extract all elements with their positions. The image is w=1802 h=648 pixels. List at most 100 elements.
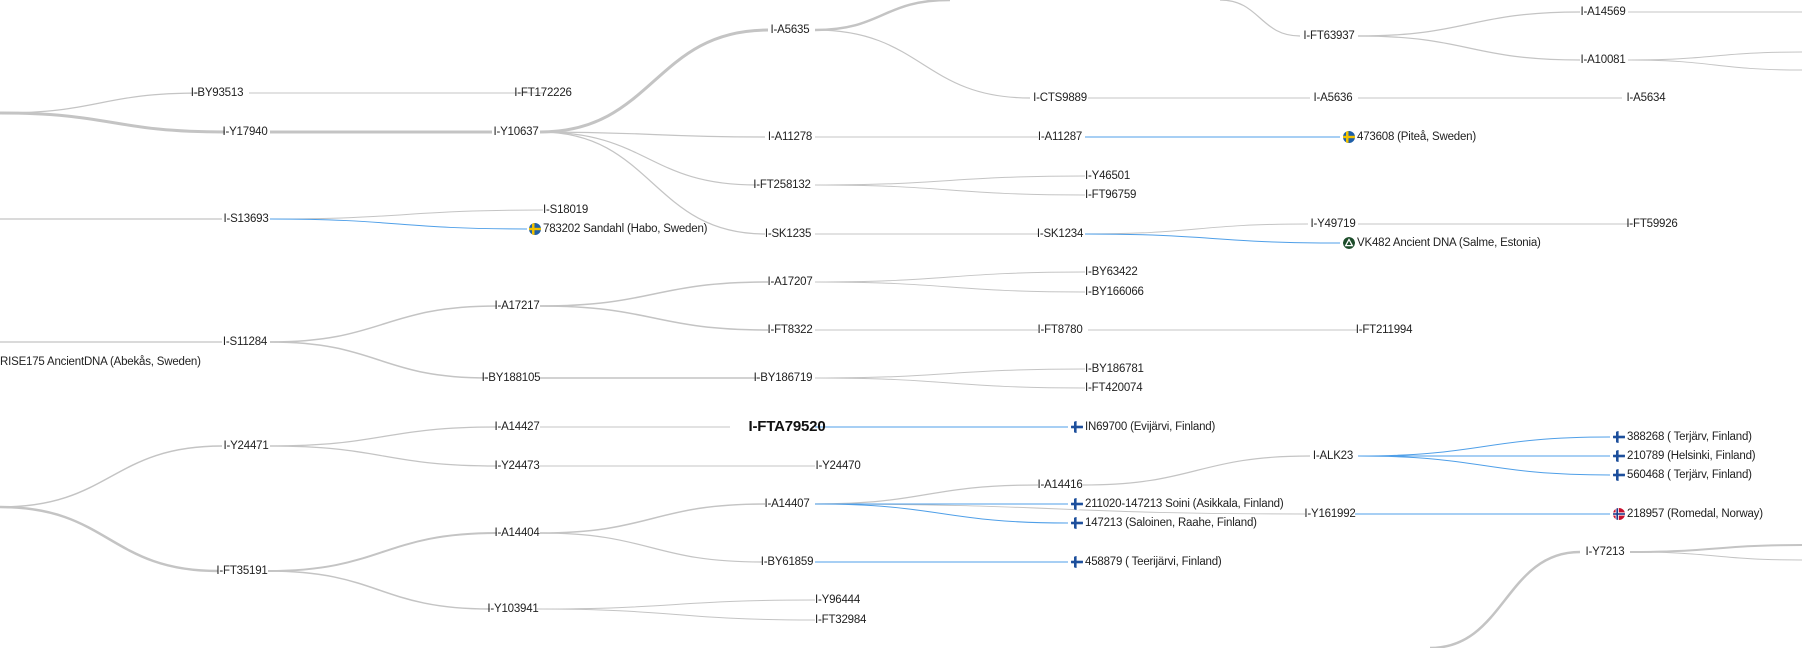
haplogroup-node[interactable]: I-Y24471	[223, 440, 269, 452]
haplogroup-node[interactable]: I-Y103941	[487, 603, 539, 615]
finland-flag-icon	[1613, 469, 1625, 481]
haplogroup-node[interactable]: I-FT211994	[1355, 324, 1413, 336]
sample-label: RISE175 AncientDNA (Abekås, Sweden)	[0, 356, 201, 368]
sample-entry[interactable]: VK482 Ancient DNA (Salme, Estonia)	[1343, 236, 1541, 250]
haplogroup-node[interactable]: I-FT258132	[753, 179, 811, 191]
sample-entry[interactable]: 388268 ( Terjärv, Finland)	[1613, 430, 1752, 444]
sample-entry[interactable]: 560468 ( Terjärv, Finland)	[1613, 468, 1752, 482]
haplogroup-node[interactable]: I-FT8780	[1037, 324, 1083, 336]
branch-line	[1429, 550, 1581, 648]
haplogroup-node[interactable]: I-Y96444	[815, 594, 861, 606]
haplogroup-node[interactable]: I-A5635	[770, 24, 810, 36]
sample-label: 388268 ( Terjärv, Finland)	[1627, 431, 1752, 443]
haplogroup-node[interactable]: I-FT420074	[1085, 382, 1143, 394]
haplogroup-node[interactable]: I-A14407	[764, 498, 810, 510]
haplogroup-node[interactable]: I-Y46501	[1085, 170, 1131, 182]
haplogroup-node[interactable]: I-BY93513	[190, 87, 244, 99]
haplogroup-node[interactable]: I-BY186719	[753, 372, 813, 384]
haplogroup-node[interactable]: I-A17217	[494, 300, 540, 312]
haplogroup-node[interactable]: I-BY166066	[1085, 286, 1144, 298]
sample-link-line	[269, 218, 528, 230]
haplogroup-node[interactable]: I-A11287	[1037, 131, 1083, 143]
branch-line	[1629, 544, 1802, 553]
haplogroup-node[interactable]: I-Y7213	[1585, 546, 1625, 558]
haplogroup-node[interactable]: I-A5634	[1626, 92, 1666, 104]
sweden-flag-icon	[1343, 131, 1355, 143]
sample-entry[interactable]: 473608 (Piteå, Sweden)	[1343, 130, 1476, 144]
haplogroup-node[interactable]: I-BY63422	[1085, 266, 1138, 278]
haplogroup-node[interactable]: I-FT59926	[1626, 218, 1678, 230]
norway-flag-icon	[1613, 508, 1625, 520]
haplogroup-node[interactable]: I-FT35191	[216, 565, 268, 577]
branch-line	[814, 377, 1086, 389]
sample-label: 210789 (Helsinki, Finland)	[1627, 450, 1756, 462]
focused-haplogroup-node[interactable]: I-FTA79520	[748, 418, 826, 435]
branch-line	[536, 608, 816, 621]
haplogroup-node[interactable]: I-CTS9889	[1033, 92, 1087, 104]
haplogroup-node[interactable]: I-A14404	[494, 527, 540, 539]
branch-line	[539, 131, 766, 235]
haplogroup-node[interactable]: I-BY61859	[760, 556, 814, 568]
sample-label: 458879 ( Teerijärvi, Finland)	[1085, 556, 1222, 568]
branch-line	[536, 599, 816, 610]
branch-line	[267, 570, 491, 610]
haplogroup-node[interactable]: I-A17207	[767, 276, 813, 288]
sample-link-line	[1084, 233, 1341, 244]
sample-entry[interactable]: 458879 ( Teerijärvi, Finland)	[1071, 555, 1222, 569]
haplogroup-node[interactable]: I-FT63937	[1303, 30, 1355, 42]
branch-line	[539, 281, 769, 307]
finland-flag-icon	[1613, 431, 1625, 443]
haplogroup-node[interactable]: I-Y10637	[493, 126, 539, 138]
haplogroup-node[interactable]: I-SK1235	[764, 228, 812, 240]
sample-entry[interactable]: 147213 (Saloinen, Raahe, Finland)	[1071, 516, 1257, 530]
branch-line	[814, 503, 1306, 515]
haplogroup-node[interactable]: I-A14416	[1037, 479, 1083, 491]
haplogroup-node[interactable]: I-Y24473	[494, 460, 540, 472]
haplogroup-node[interactable]: I-Y161992	[1304, 508, 1356, 520]
haplogroup-node[interactable]: I-FT8322	[767, 324, 813, 336]
sample-entry[interactable]: IN69700 (Evijärvi, Finland)	[1071, 420, 1215, 434]
haplogroup-node[interactable]: I-FT32984	[815, 614, 867, 626]
haplogroup-node[interactable]: I-S13693	[223, 213, 269, 225]
branch-line	[814, 0, 951, 32]
haplogroup-node[interactable]: I-Y49719	[1310, 218, 1356, 230]
haplogroup-node[interactable]: I-BY188105	[481, 372, 541, 384]
sweden-flag-icon	[529, 223, 541, 235]
haplogroup-node[interactable]: I-S11284	[222, 336, 268, 348]
finland-flag-icon	[1071, 517, 1083, 529]
branch-line	[1084, 223, 1309, 235]
haplogroup-node[interactable]: I-FT172226	[514, 87, 572, 99]
haplogroup-node[interactable]: I-S18019	[543, 204, 589, 216]
finland-flag-icon	[1071, 556, 1083, 568]
haplogroup-node[interactable]: I-A10081	[1580, 54, 1626, 66]
haplogroup-node[interactable]: I-A5636	[1313, 92, 1353, 104]
finland-flag-icon	[1071, 498, 1083, 510]
sample-entry[interactable]: 218957 (Romedal, Norway)	[1613, 507, 1763, 521]
sample-link-line	[1357, 455, 1611, 476]
sample-link-line	[1357, 436, 1611, 457]
sample-label: VK482 Ancient DNA (Salme, Estonia)	[1357, 237, 1541, 249]
sample-entry[interactable]: 211020-147213 Soini (Asikkala, Finland)	[1071, 497, 1284, 511]
branch-line	[1627, 51, 1802, 61]
haplogroup-node[interactable]: I-A14427	[494, 421, 540, 433]
branch-line	[814, 175, 1086, 186]
haplogroup-node[interactable]: I-FT96759	[1085, 189, 1137, 201]
sample-label: 473608 (Piteå, Sweden)	[1357, 131, 1476, 143]
branch-line	[539, 532, 763, 563]
haplogroup-node[interactable]: I-A11278	[767, 131, 813, 143]
sample-label: 211020-147213 Soini (Asikkala, Finland)	[1085, 498, 1284, 510]
haplogroup-node[interactable]: I-BY186781	[1085, 363, 1144, 375]
haplogroup-node[interactable]: I-A14569	[1580, 6, 1626, 18]
sample-entry[interactable]: 783202 Sandahl (Habo, Sweden)	[529, 222, 707, 236]
sample-entry[interactable]: RISE175 AncientDNA (Abekås, Sweden)	[0, 355, 201, 369]
haplogroup-node[interactable]: I-Y17940	[222, 126, 268, 138]
haplogroup-node[interactable]: I-Y24470	[815, 460, 861, 472]
sample-link-line	[814, 503, 1069, 524]
sample-entry[interactable]: 210789 (Helsinki, Finland)	[1613, 449, 1756, 463]
branch-line	[269, 426, 498, 447]
branch-line	[539, 131, 757, 186]
haplogroup-node[interactable]: I-ALK23	[1312, 450, 1354, 462]
branch-line	[269, 209, 544, 220]
haplogroup-node[interactable]: I-SK1234	[1036, 228, 1084, 240]
